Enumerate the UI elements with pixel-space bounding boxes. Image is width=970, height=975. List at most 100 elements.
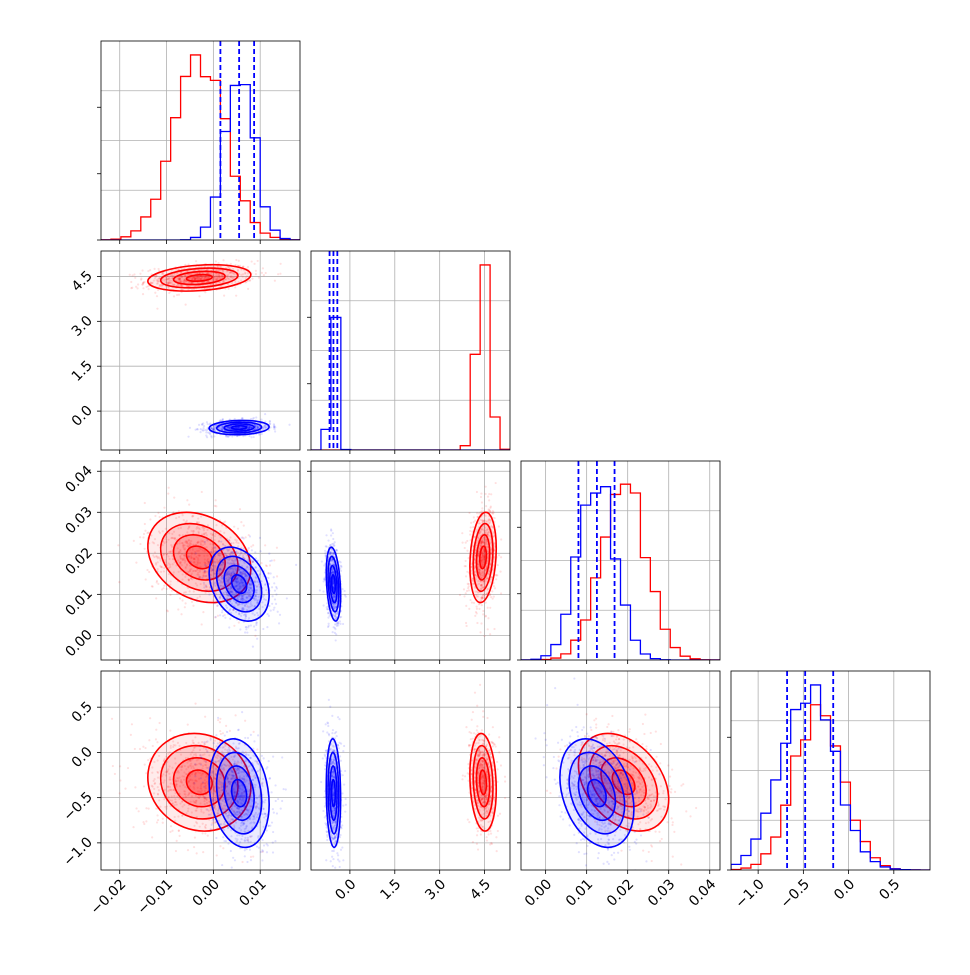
y-tick-label: 0.00 <box>62 627 95 660</box>
scatter-point <box>169 594 171 596</box>
scatter-point <box>473 521 475 523</box>
scatter-point <box>341 588 343 590</box>
scatter-point <box>500 556 502 558</box>
scatter-point <box>476 512 478 514</box>
scatter-point <box>241 417 243 419</box>
scatter-point <box>332 631 334 633</box>
scatter-point <box>495 578 497 580</box>
scatter-point <box>138 810 140 812</box>
scatter-point <box>480 496 482 498</box>
scatter-point <box>117 544 119 546</box>
scatter-point <box>342 623 344 625</box>
scatter-point <box>493 595 495 597</box>
scatter-point <box>213 530 215 532</box>
scatter-point <box>498 525 500 527</box>
scatter-point <box>198 424 200 426</box>
scatter-point <box>203 586 205 588</box>
scatter-point <box>157 583 159 585</box>
scatter-point <box>321 560 323 562</box>
scatter-point <box>215 616 217 618</box>
scatter-point <box>156 821 158 823</box>
scatter-point <box>234 714 236 716</box>
scatter-point <box>253 417 255 419</box>
scatter-point <box>248 547 250 549</box>
scatter-point <box>151 836 153 838</box>
scatter-point <box>144 502 146 504</box>
scatter-point <box>255 273 257 275</box>
scatter-point <box>266 626 268 628</box>
scatter-point <box>276 575 278 577</box>
scatter-point <box>476 516 478 518</box>
scatter-point <box>155 597 157 599</box>
scatter-point <box>230 543 232 545</box>
scatter-point <box>240 521 242 523</box>
scatter-point <box>464 565 466 567</box>
scatter-point <box>332 626 334 628</box>
scatter-point <box>202 427 204 429</box>
scatter-point <box>274 598 276 600</box>
scatter-point <box>154 515 156 517</box>
scatter-point <box>145 807 147 809</box>
scatter-point <box>159 516 161 518</box>
scatter-point <box>196 600 198 602</box>
scatter-point <box>114 773 116 775</box>
scatter-point <box>465 605 467 607</box>
scatter-point <box>466 540 468 542</box>
scatter-point <box>288 424 290 426</box>
scatter-point <box>278 622 280 624</box>
scatter-point <box>207 835 209 837</box>
scatter-point <box>206 601 208 603</box>
scatter-point <box>239 508 241 510</box>
scatter-point <box>217 604 219 606</box>
scatter-point <box>186 499 188 501</box>
scatter-point <box>286 597 288 599</box>
scatter-point <box>271 603 273 605</box>
scatter-point <box>327 617 329 619</box>
scatter-point <box>334 541 336 543</box>
scatter-point <box>275 603 277 605</box>
scatter-point <box>154 292 156 294</box>
scatter-point <box>468 608 470 610</box>
scatter-point <box>256 638 258 640</box>
scatter-point <box>118 581 120 583</box>
scatter-point <box>202 832 204 834</box>
scatter-point <box>246 631 248 633</box>
scatter-point <box>230 263 232 265</box>
scatter-point <box>219 718 221 720</box>
scatter-point <box>206 436 208 438</box>
scatter-point <box>322 590 324 592</box>
scatter-point <box>266 613 268 615</box>
scatter-point <box>340 570 342 572</box>
scatter-point <box>195 552 197 554</box>
scatter-point <box>148 288 150 290</box>
scatter-point <box>339 620 341 622</box>
scatter-point <box>268 605 270 607</box>
scatter-point <box>273 607 275 609</box>
scatter-point <box>146 569 148 571</box>
scatter-point <box>238 621 240 623</box>
scatter-point <box>136 287 138 289</box>
scatter-point <box>176 294 178 296</box>
scatter-point <box>177 608 179 610</box>
y-tick-label: 0.01 <box>62 586 95 619</box>
y-tick-label: 0.03 <box>62 504 95 537</box>
scatter-point <box>251 260 253 262</box>
scatter-point <box>215 499 217 501</box>
scatter-point <box>233 625 235 627</box>
scatter-point <box>157 512 159 514</box>
scatter-point <box>144 530 146 532</box>
scatter-point <box>219 730 221 732</box>
scatter-point <box>203 582 205 584</box>
scatter-point <box>247 288 249 290</box>
scatter-point <box>130 281 132 283</box>
scatter-point <box>179 835 181 837</box>
scatter-point <box>217 262 219 264</box>
scatter-point <box>193 846 195 848</box>
scatter-point <box>184 606 186 608</box>
scatter-point <box>252 646 254 648</box>
scatter-point <box>139 536 141 538</box>
scatter-point <box>222 615 224 617</box>
scatter-point <box>163 585 165 587</box>
scatter-point <box>334 628 336 630</box>
